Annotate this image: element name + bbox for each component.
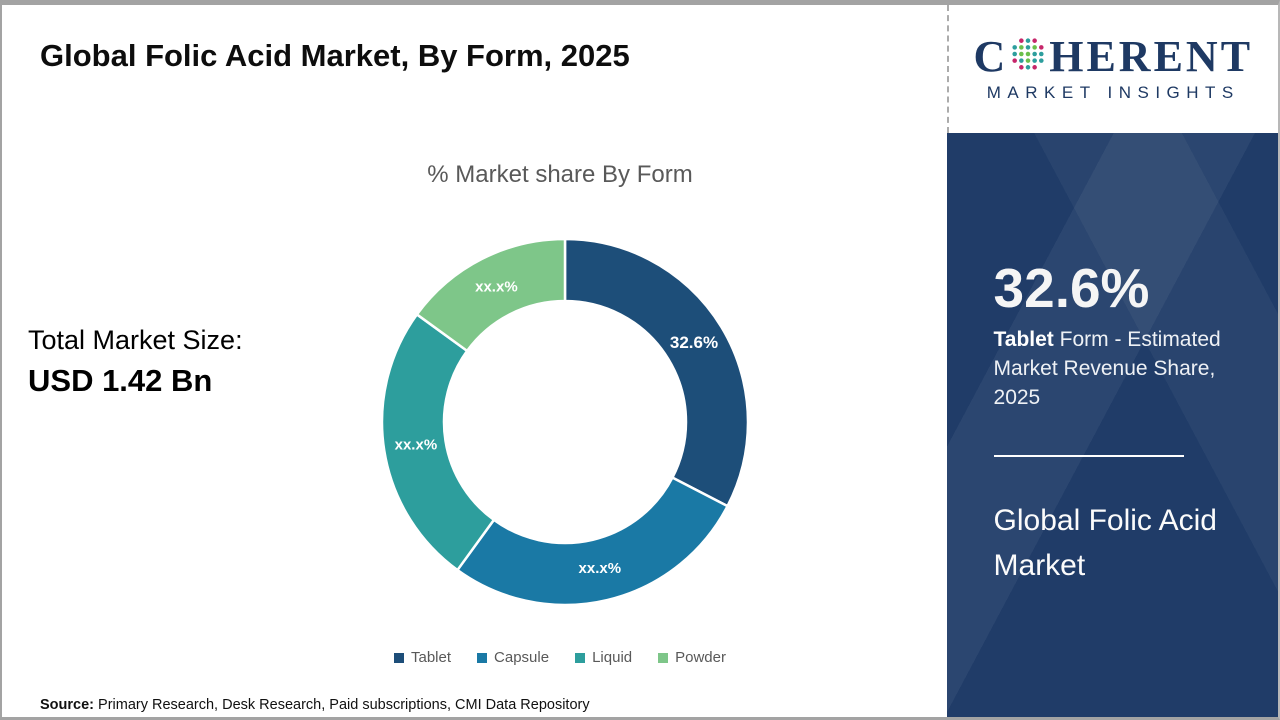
slice-label-powder: xx.x% [475,278,518,295]
highlight-description-rest: Form - Estimated Market Revenue Share, 2… [993,328,1221,409]
legend-item-tablet: Tablet [394,649,451,666]
logo-subtitle: MARKET INSIGHTS [986,83,1240,102]
legend-label: Liquid [592,649,633,666]
logo-letter-c: C [973,32,1009,81]
legend-swatch-icon [658,652,669,663]
highlight-description: Tablet Form - Estimated Market Revenue S… [994,325,1239,412]
slice-liquid [380,313,496,572]
highlight-panel: 32.6% Tablet Form - Estimated Market Rev… [946,133,1278,717]
highlight-percentage: 32.6% [993,257,1150,319]
source-text: Primary Research, Desk Research, Paid su… [98,697,590,713]
legend-swatch-icon [575,652,586,663]
logo-letters-herent: HERENT [1049,32,1254,81]
slice-tablet [563,237,750,508]
legend-label: Powder [675,649,726,666]
slice-label-capsule: xx.x% [579,560,622,577]
page-title: Global Folic Acid Market, By Form, 2025 [40,38,630,73]
chart-title: % Market share By Form [427,161,693,188]
slice-label-liquid: xx.x% [395,437,438,454]
source-label: Source: [40,697,94,713]
slice-label-tablet: 32.6% [670,333,718,352]
sidebar-divider [993,455,1184,457]
sidebar-market-name: Global Folic Acid Market [993,504,1217,582]
chart-legend: Tablet Capsule Liquid Powder [340,649,780,666]
legend-item-capsule: Capsule [477,649,549,666]
main-panel: Global Folic Acid Market, By Form, 2025 … [2,5,947,717]
logo: C HERENT MARKET INSIGHTS [946,5,1278,133]
donut-chart: 32.6% xx.x% xx.x% xx.x% [380,237,750,607]
slice-powder [415,237,567,353]
legend-swatch-icon [477,652,488,663]
logo-wordmark: C HERENT [973,35,1253,79]
highlight-description-bold: Tablet [993,328,1054,351]
sidebar: C HERENT MARKET INSIGHTS 32.6% Tablet Fo… [946,5,1278,717]
legend-label: Tablet [411,649,452,666]
total-market-size-label: Total Market Size: [28,325,243,355]
legend-item-liquid: Liquid [575,649,632,666]
total-market-size: Total Market Size: USD 1.42 Bn [28,325,243,399]
total-market-size-value: USD 1.42 Bn [28,363,213,398]
slice-capsule [456,476,729,607]
legend-swatch-icon [394,652,404,663]
legend-label: Capsule [494,649,550,666]
globe-icon [1012,38,1044,70]
legend-item-powder: Powder [658,649,726,666]
source-line: Source: Primary Research, Desk Research,… [40,697,590,713]
